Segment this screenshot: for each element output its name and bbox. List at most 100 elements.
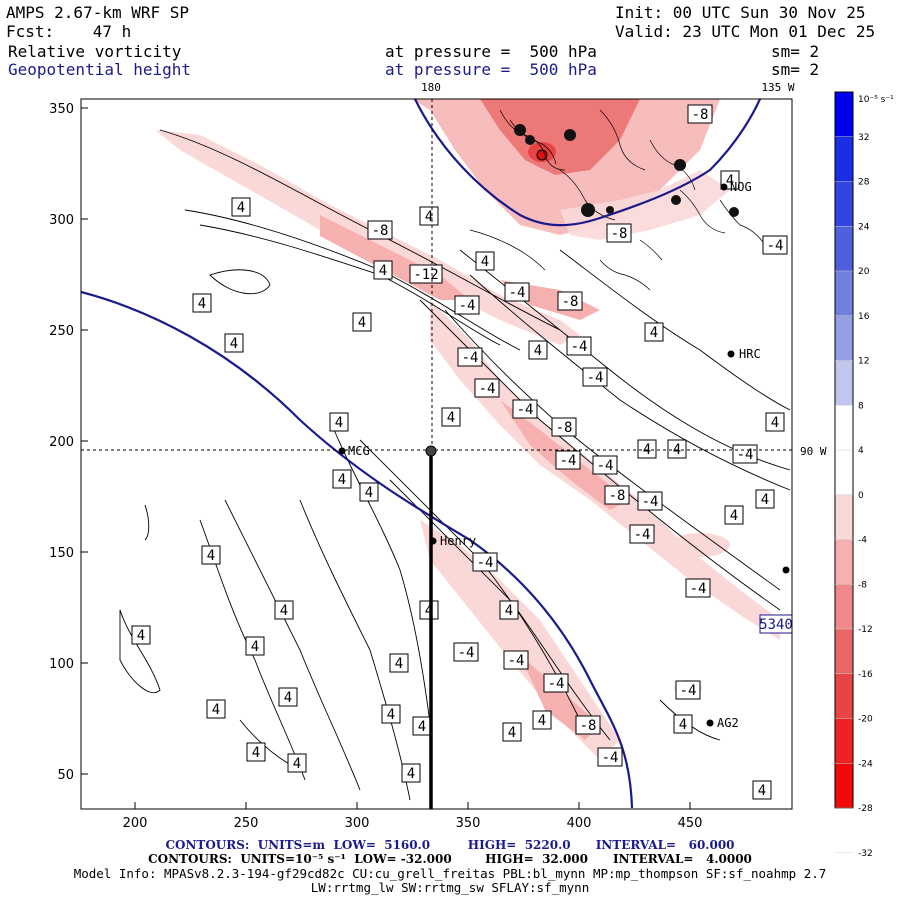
svg-text:4: 4	[758, 783, 766, 799]
label-4-w: 4	[131, 625, 151, 645]
y-tick-250: 250	[49, 324, 74, 339]
label-neg4-a: -4	[454, 295, 480, 315]
svg-text:-8: -8	[692, 107, 709, 123]
axis-labels: 200 250 300 350 400 450 350 300 250 200 …	[49, 102, 702, 831]
field2-level: at pressure = 500 hPa	[385, 60, 597, 79]
field1-smoothing: sm= 2	[771, 42, 820, 61]
dark-blobs	[514, 124, 739, 217]
label-4-ae: 4	[673, 714, 693, 734]
colorbar-swatch	[835, 92, 853, 137]
svg-text:4: 4	[407, 766, 415, 782]
svg-text:-4: -4	[462, 350, 479, 366]
svg-text:-4: -4	[597, 458, 614, 474]
label-neg4-t: -4	[762, 235, 788, 255]
init-time: Init: 00 UTC Sun 30 Nov 25	[615, 3, 866, 22]
y-tick-300: 300	[49, 213, 74, 228]
svg-text:-4: -4	[642, 494, 659, 510]
label-4-ab: 4	[381, 704, 401, 724]
svg-text:MCG: MCG	[348, 444, 370, 458]
colorbar-label: 24	[858, 222, 870, 232]
colorbar-label: 32	[858, 133, 869, 143]
svg-text:-4: -4	[737, 447, 754, 463]
svg-text:4: 4	[335, 415, 343, 431]
colorbar-swatch	[835, 360, 853, 406]
colorbar-label: 20	[858, 267, 870, 277]
label-4-y: 4	[389, 653, 409, 673]
station-henry: Henry	[429, 534, 476, 548]
svg-text:4: 4	[534, 343, 542, 359]
colorbar-label: -8	[858, 580, 867, 590]
label-4-h: 4	[528, 340, 548, 360]
label-4-v: 4	[499, 600, 519, 620]
lon-labels: 180 135 W 90 W	[421, 81, 827, 458]
colorbar-swatch	[835, 763, 853, 808]
svg-text:4: 4	[650, 325, 658, 341]
svg-text:4: 4	[425, 209, 433, 225]
svg-text:4: 4	[761, 492, 769, 508]
svg-text:4: 4	[387, 707, 395, 723]
svg-text:4: 4	[198, 296, 206, 312]
y-tick-50: 50	[57, 768, 74, 783]
svg-text:4: 4	[365, 485, 373, 501]
label-4-e: 4	[192, 293, 212, 313]
label-neg8-a: -8	[367, 220, 393, 240]
colorbar-swatch	[835, 673, 853, 719]
x-tick-250: 250	[234, 816, 259, 831]
label-neg4-h: -4	[555, 450, 581, 470]
label-neg4-i: -4	[592, 455, 618, 475]
svg-text:4: 4	[207, 548, 215, 564]
label-4-b: 4	[419, 206, 439, 226]
x-tick-400: 400	[567, 816, 592, 831]
label-neg4-q: -4	[543, 673, 569, 693]
svg-text:-8: -8	[556, 420, 573, 436]
station-nog: NOG	[720, 180, 752, 194]
label-neg4-g: -4	[512, 399, 538, 419]
svg-text:4: 4	[771, 415, 779, 431]
svg-text:-8: -8	[609, 488, 626, 504]
label-4-n: 4	[667, 439, 687, 459]
label-4-ah: 4	[287, 753, 307, 773]
label-neg4-j: -4	[732, 444, 758, 464]
colorbar-label: 12	[858, 357, 869, 367]
label-height-5340: 5340	[759, 614, 793, 634]
label-4-j: 4	[441, 407, 461, 427]
label-neg4-f: -4	[474, 378, 500, 398]
label-neg4-s: -4	[597, 747, 623, 767]
svg-text:4: 4	[252, 745, 260, 761]
station-hrc: HRC	[727, 347, 761, 361]
label-neg8-f: -8	[604, 485, 630, 505]
colorbar-swatch	[835, 315, 853, 361]
colorbar-label: -16	[858, 670, 873, 680]
label-4-ai: 4	[401, 763, 421, 783]
label-4-u: 4	[419, 600, 439, 620]
label-neg4-m: -4	[472, 552, 498, 572]
label-4-m: 4	[637, 439, 657, 459]
svg-text:4: 4	[338, 472, 346, 488]
forecast-label: Fcst: 47 h	[6, 23, 131, 41]
label-4-g: 4	[352, 312, 372, 332]
station-mcg: MCG	[338, 444, 370, 458]
label-4-k: 4	[329, 412, 349, 432]
axis-ticks	[81, 107, 691, 809]
footer-height-contours: CONTOURS: UNITS=m LOW= 5160.0 HIGH= 5220…	[165, 838, 735, 852]
label-4-r: 4	[724, 505, 744, 525]
svg-text:-4: -4	[767, 238, 784, 254]
svg-text:HRC: HRC	[739, 347, 761, 361]
svg-text:-4: -4	[602, 750, 619, 766]
colorbar-label: -12	[858, 625, 873, 635]
label-4-c: 4	[373, 260, 393, 280]
svg-text:4: 4	[137, 628, 145, 644]
svg-text:-4: -4	[509, 285, 526, 301]
y-tick-200: 200	[49, 435, 74, 450]
field1-name: Relative vorticity	[8, 42, 182, 61]
svg-text:-4: -4	[571, 339, 588, 355]
label-neg4-d: -4	[566, 336, 592, 356]
svg-text:-8: -8	[372, 223, 389, 239]
label-4-af: 4	[502, 722, 522, 742]
colorbar-swatch	[835, 450, 853, 495]
svg-text:4: 4	[505, 603, 513, 619]
svg-text:NOG: NOG	[730, 180, 752, 194]
svg-text:5340: 5340	[759, 617, 793, 633]
svg-text:4: 4	[538, 713, 546, 729]
label-4-z: 4	[278, 687, 298, 707]
